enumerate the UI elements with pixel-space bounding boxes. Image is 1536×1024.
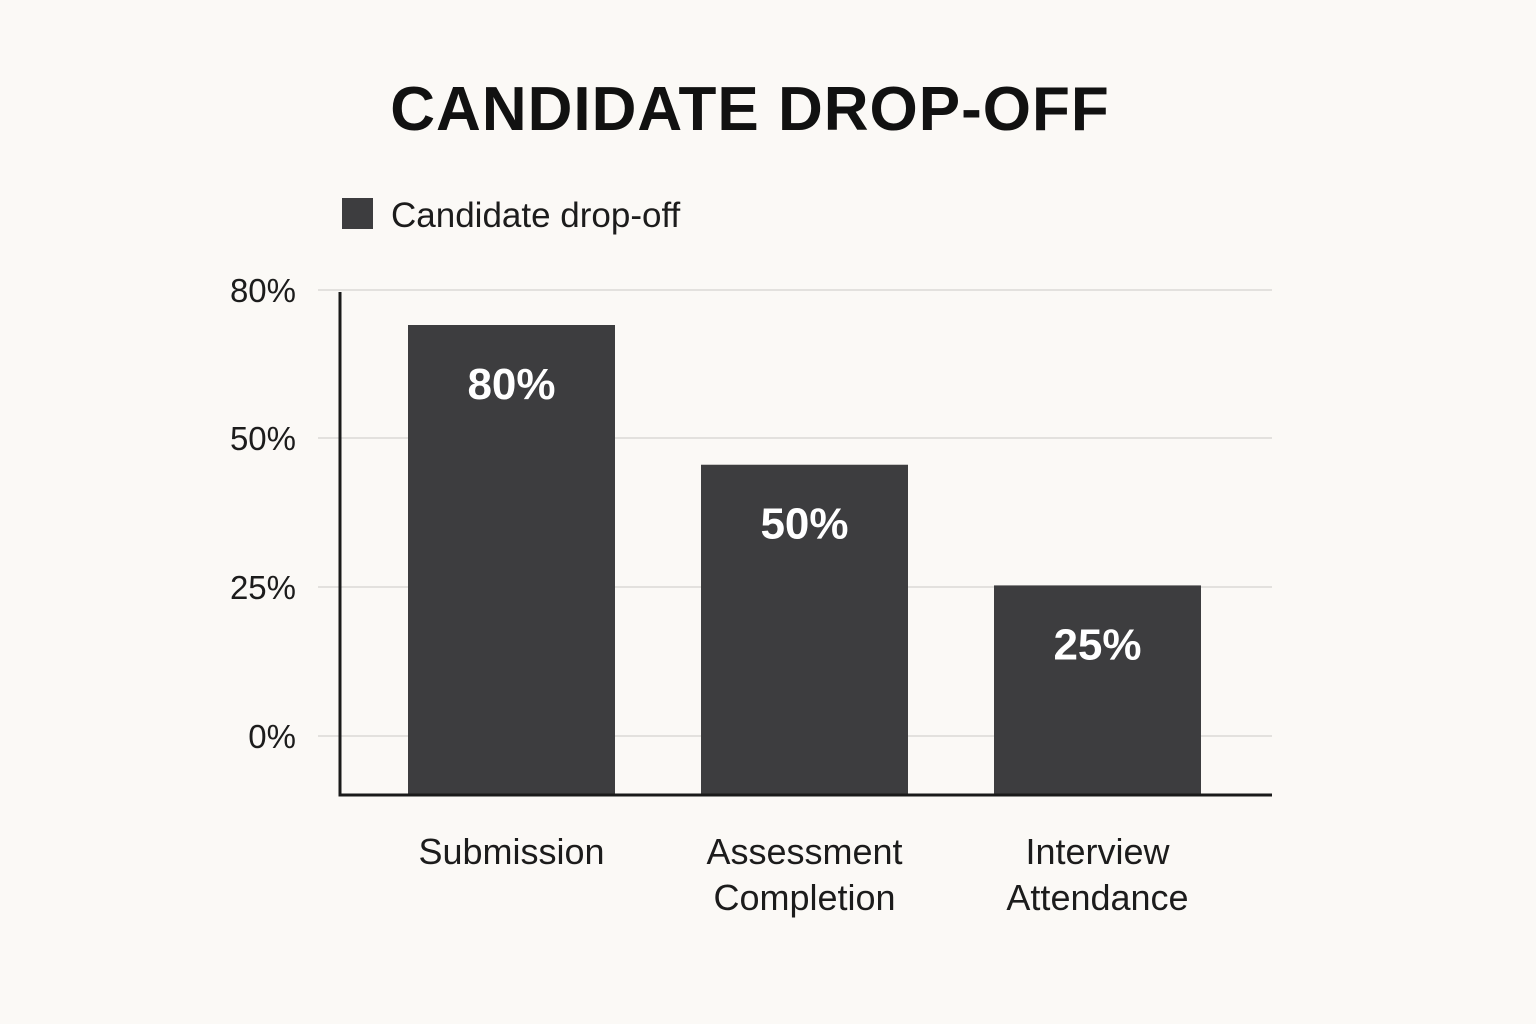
- y-tick-label: 50%: [230, 420, 296, 457]
- legend: Candidate drop-off: [342, 196, 681, 235]
- data-label: 50%: [760, 500, 848, 549]
- y-tick-label: 0%: [248, 718, 296, 755]
- x-tick-label: Attendance: [1006, 877, 1188, 918]
- legend-swatch: [342, 198, 373, 229]
- x-tick-label: Submission: [418, 831, 604, 872]
- y-tick-label: 80%: [230, 272, 296, 309]
- x-tick-label: Completion: [713, 877, 895, 918]
- axes: [338, 292, 1272, 797]
- data-label: 25%: [1053, 620, 1141, 669]
- bars: [408, 325, 1201, 795]
- x-axis-ticks: Submission Assessment Completion Interview A…: [418, 831, 1188, 918]
- y-tick-label: 25%: [230, 569, 296, 606]
- bar: [701, 464, 908, 795]
- bar: [994, 585, 1201, 795]
- x-tick-label: Assessment: [706, 831, 902, 872]
- bar: [408, 325, 615, 795]
- data-labels: 80% 50% 25%: [467, 360, 1141, 669]
- legend-label: Candidate drop-off: [391, 196, 681, 235]
- y-axis-ticks: 0% 25% 50% 80%: [230, 272, 296, 755]
- x-tick-label: Interview: [1025, 831, 1170, 872]
- data-label: 80%: [467, 360, 555, 409]
- chart-title: CANDIDATE DROP-OFF: [390, 75, 1109, 144]
